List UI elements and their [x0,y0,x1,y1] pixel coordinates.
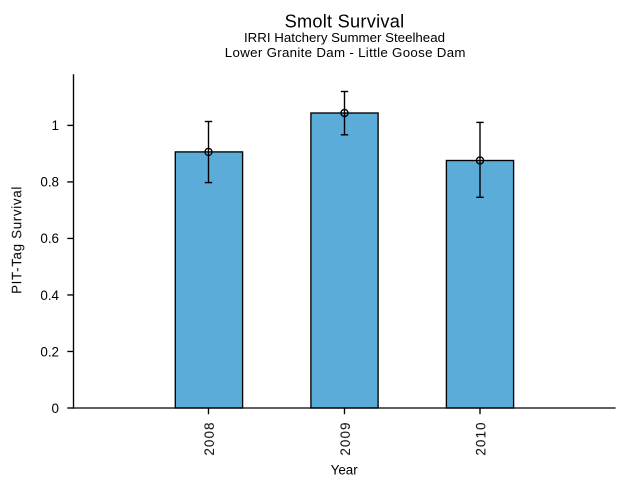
svg-text:2010: 2010 [473,421,488,455]
svg-text:2009: 2009 [338,421,353,455]
svg-text:0: 0 [52,401,59,416]
svg-text:PIT-Tag Survival: PIT-Tag Survival [9,186,24,294]
svg-text:Smolt Survival: Smolt Survival [285,12,405,32]
svg-text:0.8: 0.8 [40,175,59,190]
svg-text:Year: Year [331,462,359,477]
svg-text:0.6: 0.6 [40,231,59,246]
svg-text:0.4: 0.4 [40,288,59,303]
svg-text:0.2: 0.2 [40,344,59,359]
svg-text:1: 1 [52,118,59,133]
svg-text:Lower Granite Dam - Little Goo: Lower Granite Dam - Little Goose Dam [225,45,466,60]
svg-text:IRRI Hatchery Summer Steelhead: IRRI Hatchery Summer Steelhead [244,30,445,45]
svg-text:2008: 2008 [202,421,217,455]
